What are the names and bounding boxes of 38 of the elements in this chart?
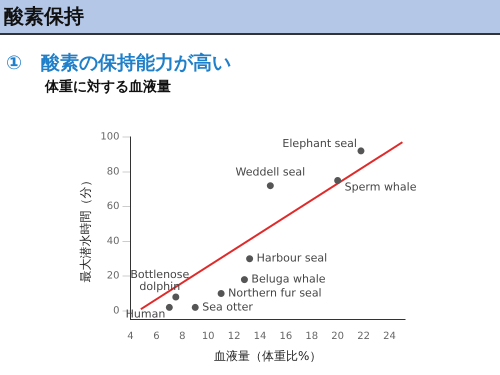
y-tick-label: 80 [106,166,120,178]
point [246,255,254,262]
x-tick-label: 18 [305,331,318,342]
y-tick-label: 0 [113,306,120,316]
annotation: Harbour seal [256,252,328,265]
x-tick-label: 8 [179,331,186,342]
x-tick-label: 16 [280,331,292,342]
annotation: Sea otter [202,300,254,314]
annotation: Beluga whale [251,272,326,286]
annotation: Sperm whale [344,180,417,194]
y-tick-label: 40 [106,236,120,247]
x-tick-label: 20 [331,331,344,342]
x-tick-label: 14 [254,331,266,342]
text: 体重に対する血液量 [45,78,171,96]
y-tick-label: 100 [100,132,120,143]
point [218,290,225,298]
point [357,147,364,154]
y-tick-label: 60 [106,201,120,212]
annotation: Northern fur seal [228,286,322,300]
x-tick-label: 22 [357,331,370,342]
annotation: Weddell seal [236,166,306,179]
y-tick-label: 20 [106,270,120,282]
chart-title: 酸素保持 [0,0,500,35]
point [334,176,342,184]
x-tick-label: 4 [127,331,134,342]
point [240,276,248,284]
point [192,304,199,311]
x-tick-label: 24 [383,331,396,342]
x-tick-label: 6 [153,331,160,342]
point [166,304,173,311]
annotation: Elephant seal [282,136,357,150]
point [266,182,274,190]
x-axis-title: 血液量（体重比%） [214,348,322,363]
x-tick-label: 10 [202,331,215,342]
point [172,293,180,300]
x-tick-label: 12 [228,331,240,342]
y-axis-title: 最大潜水時間（分） [78,174,92,282]
chart-subtitle: ① 酸素の保持能力が高い [6,51,232,76]
